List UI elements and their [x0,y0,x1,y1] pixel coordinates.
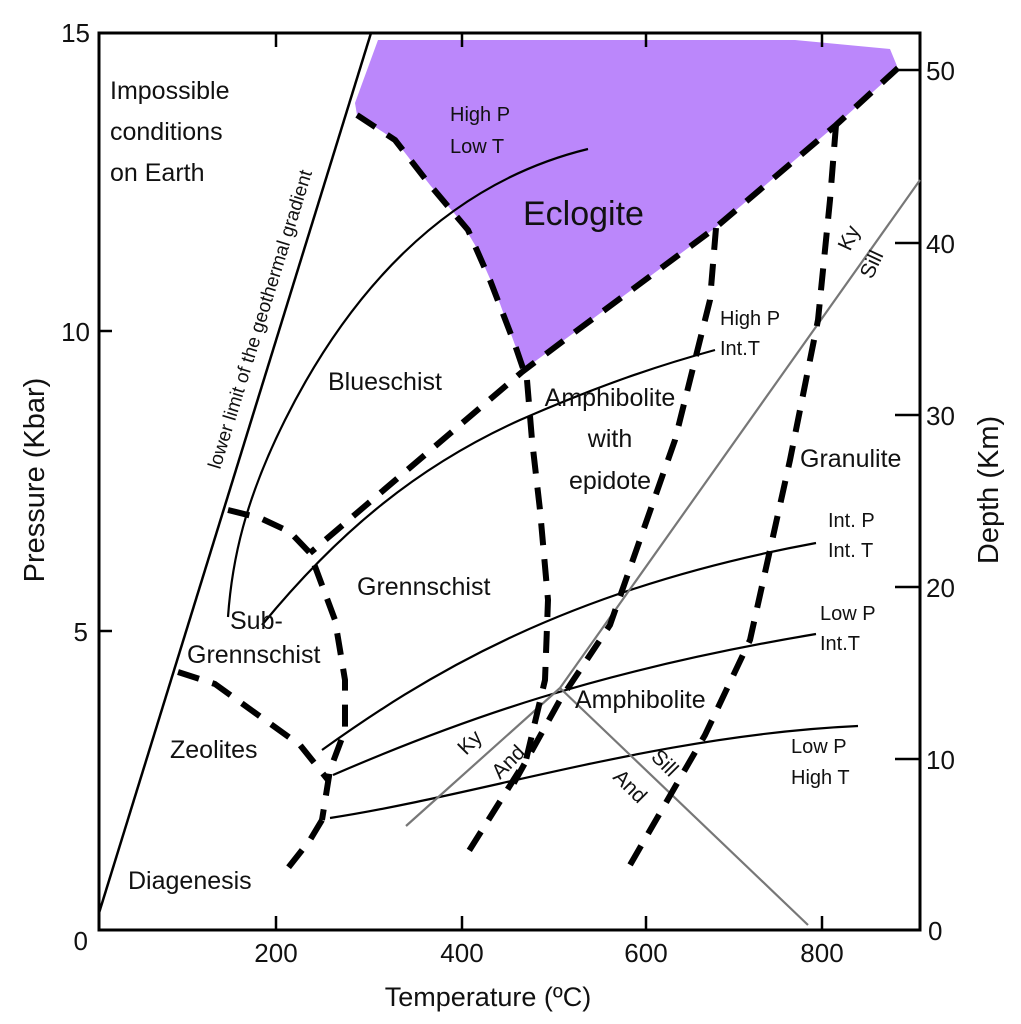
y-right-tick-label: 40 [926,229,955,259]
sill-label-upper: Sill [856,247,889,282]
amphibolite-epidote-line1: Amphibolite [545,384,676,412]
sub-greenschist-line2: Grennschist [187,641,320,669]
x-axis-title: Temperature (ºC) [385,982,591,1012]
right-axis-ticks [895,68,920,761]
blueschist-label: Blueschist [328,368,442,396]
diagenesis-label: Diagenesis [128,867,252,895]
facies-boundaries [177,65,901,870]
ky-label-upper: Ky [834,222,865,254]
y-left-tick-label: 15 [61,18,90,48]
boundary-granulite-upper [507,227,719,792]
x-tick-label: 600 [624,938,667,968]
high-p-int-t-line2: Int.T [720,338,760,360]
y-left-tick-label: 0 [74,926,88,956]
geothermal-limit-label: lower limit of the geothermal gradient [205,167,317,472]
amphibolite-epidote-line2: with [587,425,632,453]
y-left-tick-label: 5 [74,617,88,647]
bottom-axis-ticks [274,916,824,930]
granulite-label: Granulite [800,445,901,473]
geothermal-limit-line [97,32,373,914]
eclogite-field [355,40,897,368]
and-sill-line [559,687,809,926]
ky-and-line [405,687,561,827]
low-p-high-t-line1: Low P [791,736,847,758]
y-right-tick-label: 50 [926,56,955,86]
boundary-eclogite-top [308,65,901,556]
low-p-int-t-line2: Int.T [820,633,860,655]
impossible-label-line1: Impossible [110,77,230,105]
aluminosilicate-lines [405,179,921,926]
plot-frame [97,31,922,932]
y-right-tick-label: 30 [926,401,955,431]
ky-sill-line [559,179,921,689]
low-p-high-t-line2: High T [791,767,850,789]
boundary-greenschist-left [227,507,348,821]
x-tick-label: 400 [440,938,483,968]
impossible-label-line3: on Earth [110,159,205,187]
y-right-axis-title: Depth (Km) [973,416,1005,564]
ky-label-lower: Ky [453,726,487,760]
high-p-int-t-line1: High P [720,308,780,330]
int-p-int-t-line1: Int. P [828,510,875,532]
low-p-int-t-line1: Low P [820,603,876,625]
geotherms [226,147,859,820]
y-right-tick-label: 0 [928,916,942,946]
boundary-granulite-lower [627,124,839,867]
zeolites-label: Zeolites [170,736,258,764]
amphibolite-epidote-line3: epidote [569,467,651,495]
y-right-tick-label: 10 [926,745,955,775]
axis-tick-labels: 200 400 600 800 0 5 10 15 0 10 20 30 40 … [61,18,955,968]
boundary-zeolites [177,669,331,782]
y-left-tick-label: 10 [61,317,90,347]
sub-greenschist-line1: Sub- [230,607,283,635]
int-p-int-t-line2: Int. T [828,540,873,562]
amphibolite-label: Amphibolite [575,686,706,714]
high-p-low-t-line1: High P [450,104,510,126]
eclogite-label: Eclogite [523,195,644,233]
y-right-tick-label: 20 [926,573,955,603]
impossible-label-line2: conditions [110,118,223,146]
left-axis-ticks [99,329,112,633]
geotherm-high-p-low-t [226,147,589,618]
greenschist-label: Grennschist [357,573,490,601]
top-axis-ticks [274,33,824,47]
and-label-right: And [608,765,651,808]
boundary-diagenesis [285,818,325,870]
geotherm-int-p-int-t [321,541,817,751]
geotherm-low-p-high-t [329,724,859,820]
x-tick-label: 200 [254,938,297,968]
geotherm-high-p-int-t [261,348,716,626]
boundary-amphibolite-epidote [459,379,551,864]
geotherm-labels: High P Low T High P Int.T Int. P Int. T … [450,104,876,789]
x-tick-label: 800 [800,938,843,968]
high-p-low-t-line2: Low T [450,136,504,158]
y-left-axis-title: Pressure (Kbar) [19,378,51,583]
boundary-eclogite-left [355,112,530,381]
geotherm-low-p-int-t [332,632,817,777]
